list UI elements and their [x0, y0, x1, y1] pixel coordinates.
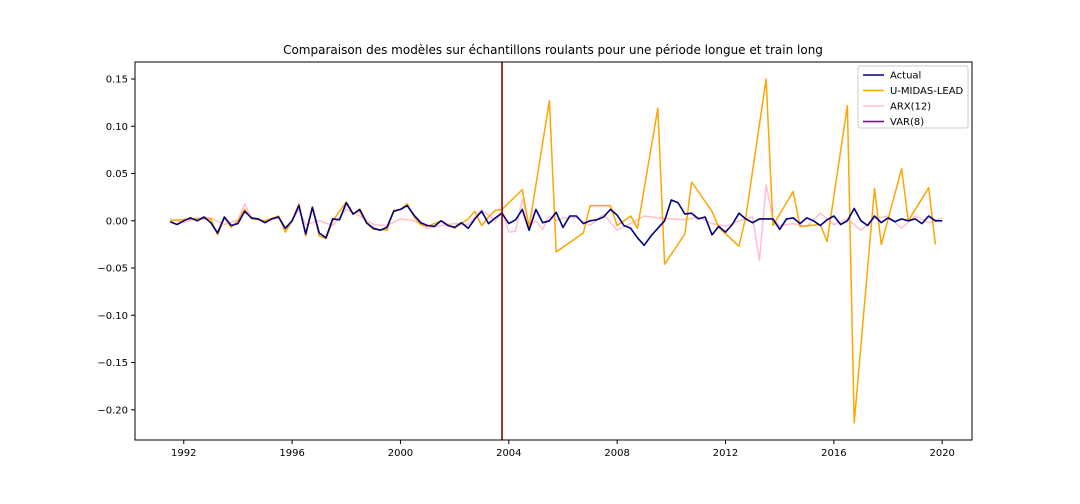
y-tick-label: −0.20	[97, 405, 128, 416]
legend: Actual U-MIDAS-LEAD ARX(12) VAR(8)	[857, 65, 969, 129]
x-tick-label: 2012	[713, 448, 738, 459]
plot-frame	[134, 61, 973, 441]
y-tick-label: 0.15	[106, 75, 128, 86]
legend-label: ARX(12)	[890, 102, 931, 113]
series-line-u-midas-lead	[170, 78, 937, 424]
x-axis: 1992 1996 2000 2004 2008 2012 2016 2020	[171, 440, 955, 459]
x-tick-label: 2008	[604, 448, 629, 459]
y-tick-label: −0.05	[97, 264, 128, 275]
plot-area	[169, 62, 943, 440]
x-tick-label: 1996	[279, 448, 304, 459]
y-tick-label: 0.05	[106, 169, 128, 180]
legend-label: Actual	[890, 71, 921, 82]
y-tick-label: −0.15	[97, 358, 128, 369]
x-tick-label: 1992	[171, 448, 196, 459]
legend-label: VAR(8)	[890, 117, 924, 128]
legend-box	[857, 65, 969, 129]
y-tick-label: −0.10	[97, 311, 128, 322]
series-line-actual	[169, 199, 943, 247]
x-tick-label: 2016	[821, 448, 846, 459]
y-axis: 0.15 0.10 0.05 0.00 −0.05 −0.10 −0.15 −0.20	[97, 75, 135, 416]
x-tick-label: 2000	[388, 448, 413, 459]
chart-title: Comparaison des modèles sur échantillons…	[283, 43, 823, 57]
x-tick-label: 2020	[929, 448, 954, 459]
x-tick-label: 2004	[496, 448, 521, 459]
legend-label: U-MIDAS-LEAD	[890, 86, 964, 97]
y-tick-label: 0.00	[106, 216, 128, 227]
y-tick-label: 0.10	[106, 122, 128, 133]
